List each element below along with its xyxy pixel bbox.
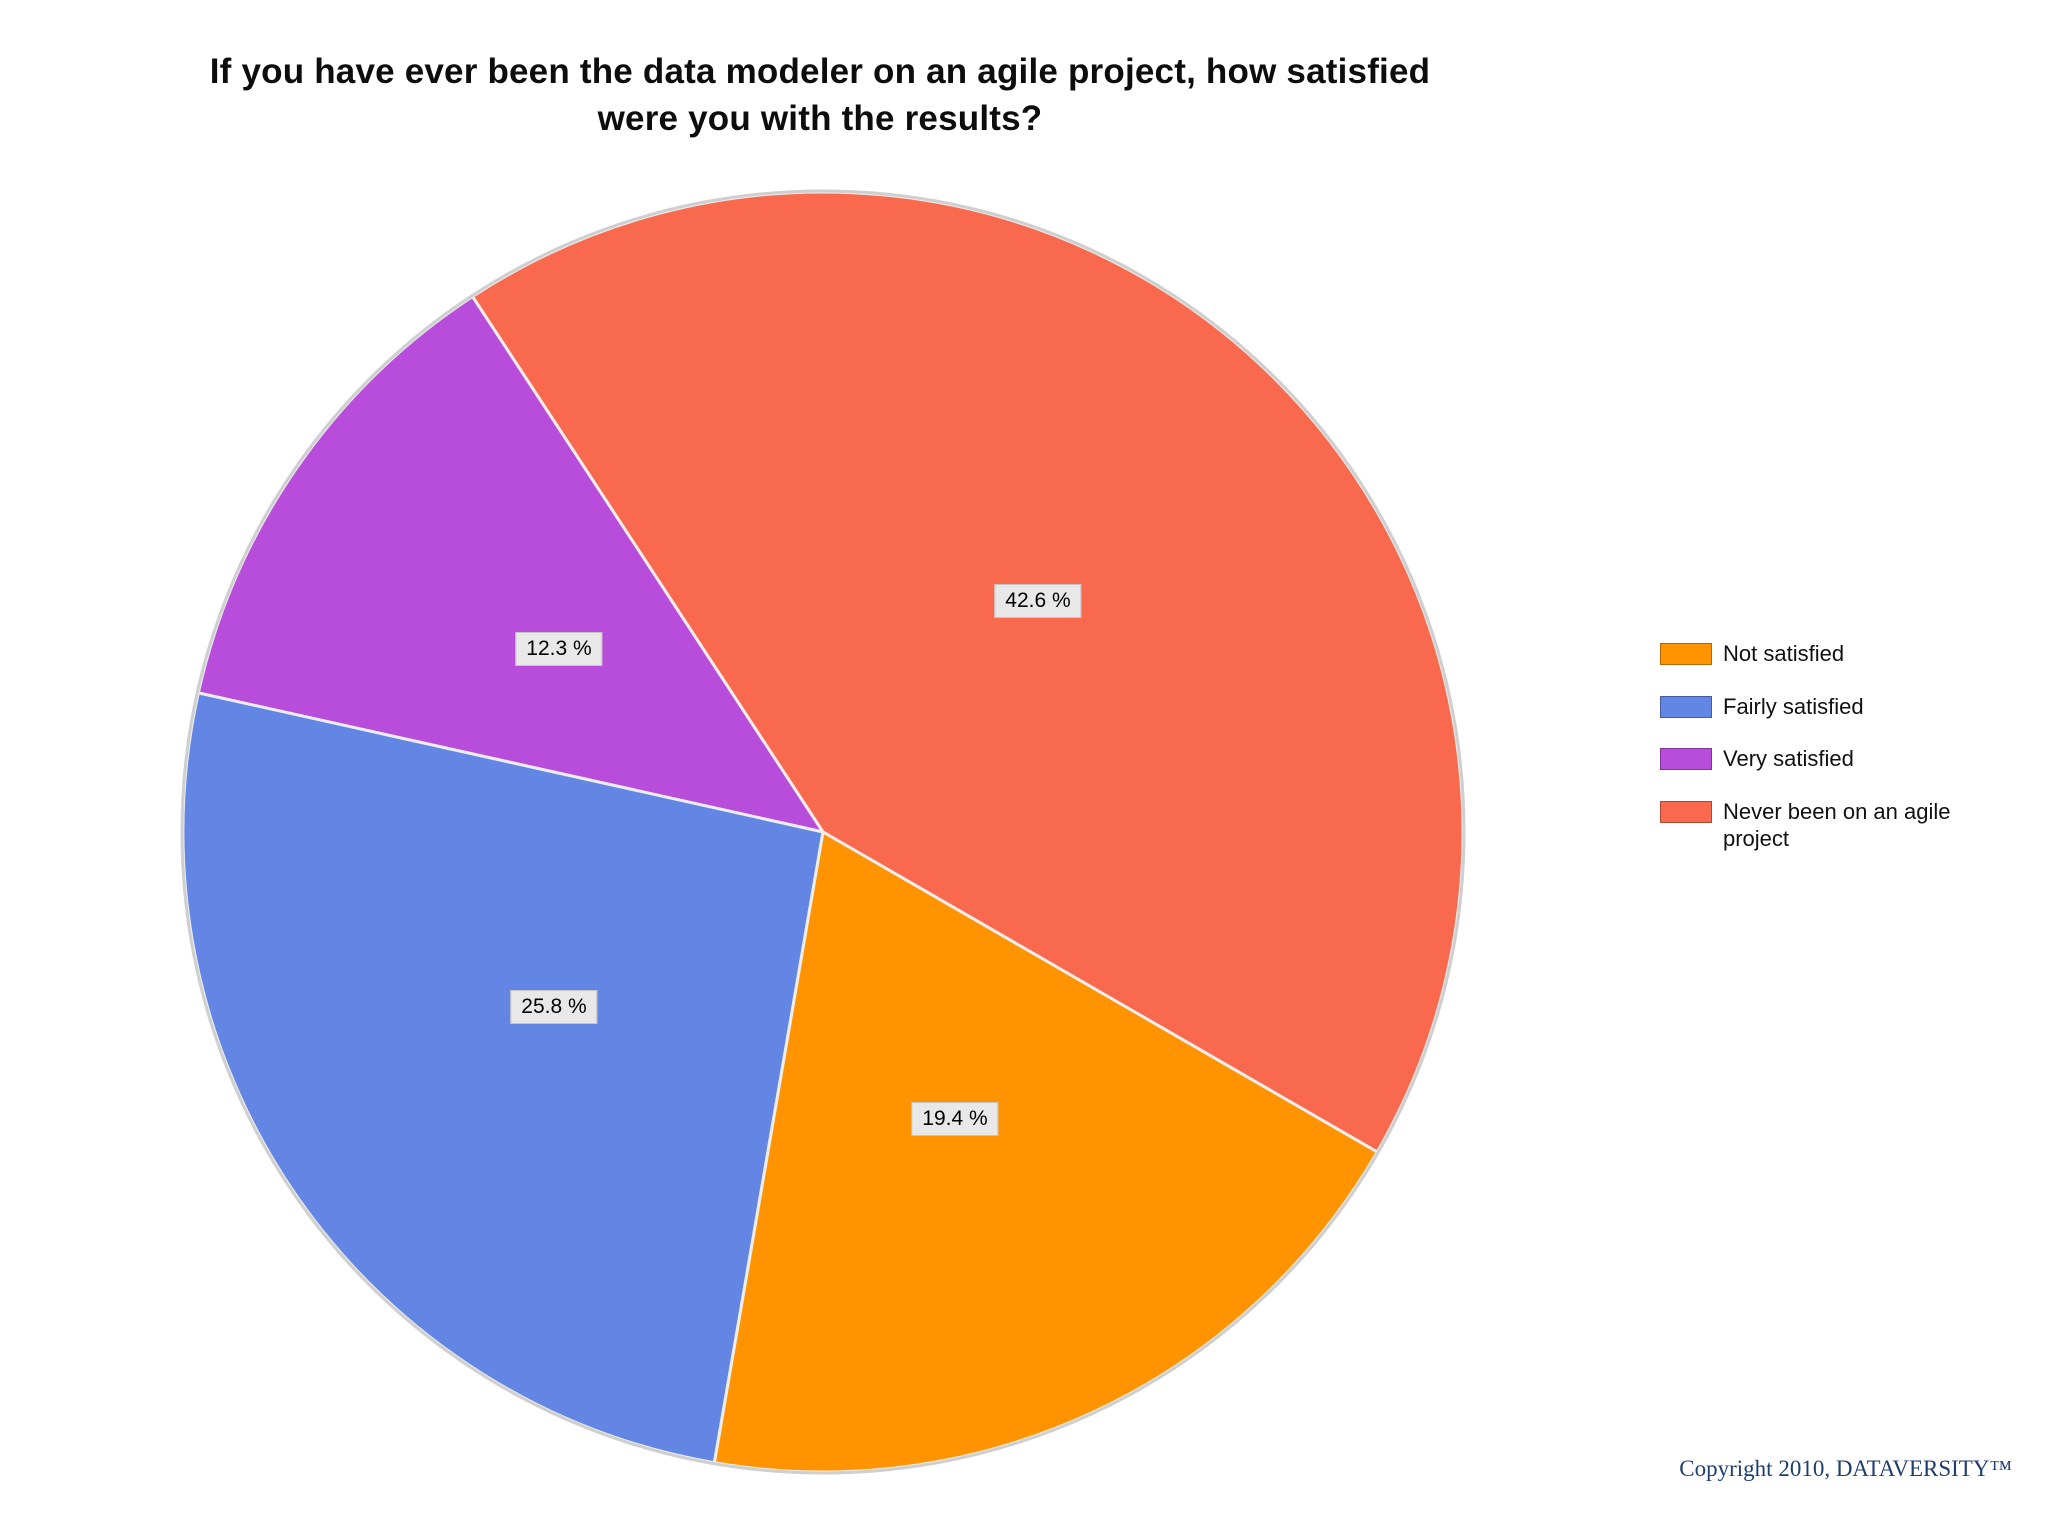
pie-label-fairly-satisfied: 25.8 % — [510, 990, 598, 1024]
legend: Not satisfied Fairly satisfied Very sati… — [1660, 640, 1958, 853]
legend-label-never-agile: Never been on an agile project — [1723, 798, 1951, 852]
legend-swatch-fairly-satisfied — [1660, 695, 1712, 718]
legend-label-fairly-satisfied: Fairly satisfied — [1723, 693, 1864, 719]
legend-swatch-very-satisfied — [1660, 748, 1712, 770]
legend-label-very-satisfied: Very satisfied — [1723, 746, 1854, 771]
legend-swatch-not-satisfied — [1660, 643, 1712, 665]
pie-label-not-satisfied: 19.4 % — [911, 1102, 999, 1136]
chart-title: If you have ever been the data modeler o… — [209, 52, 1431, 139]
legend-item-fairly-satisfied: Fairly satisfied — [1660, 693, 1958, 721]
legend-label-not-satisfied: Not satisfied — [1723, 641, 1845, 666]
legend-swatch-never-agile — [1660, 800, 1712, 823]
pie-label-never-agile: 42.6 % — [994, 584, 1082, 618]
legend-item-very-satisfied: Very satisfied — [1660, 745, 1958, 773]
legend-item-never-agile: Never been on an agile project — [1660, 798, 1958, 853]
copyright-text: Copyright 2010, DATAVERSITY™ — [1679, 1456, 2012, 1481]
legend-item-not-satisfied: Not satisfied — [1660, 640, 1958, 668]
pie-label-very-satisfied: 12.3 % — [515, 632, 603, 666]
pie-outer-rim — [180, 189, 1466, 1475]
